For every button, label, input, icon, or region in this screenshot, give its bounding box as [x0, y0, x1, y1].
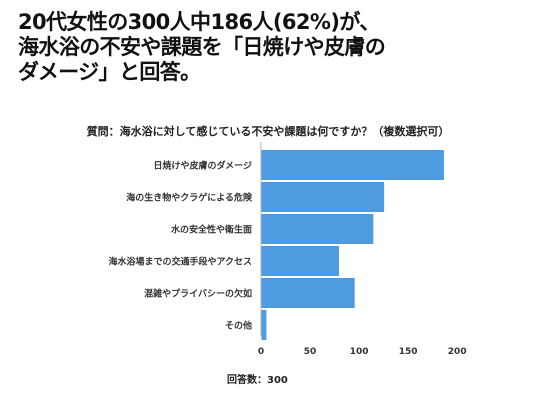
bar-4 — [261, 246, 339, 276]
category-label-5: 混雑やプライバシーの欠如 — [144, 288, 252, 300]
headline-line-3: ダメージ」と回答。 — [18, 60, 201, 84]
response-count: 回答数：300 — [227, 375, 288, 386]
bar-chart: 日焼けや皮膚のダメージ海の生き物やクラゲによる危険水の安全性や衛生面海水浴場まで… — [108, 142, 467, 357]
survey-question: 質問：海水浴に対して感じている不安や課題は何ですか？（複数選択可） — [86, 125, 450, 138]
bar-3 — [261, 214, 374, 244]
x-tick-label-100: 100 — [350, 347, 369, 357]
headline-line-2: 海水浴の不安や課題を「日焼けや皮膚の — [18, 35, 386, 59]
x-tick-label-0: 0 — [258, 347, 264, 357]
bar-2 — [261, 182, 385, 212]
headline: 20代女性の300人中186人(62%)が、 海水浴の不安や課題を「日焼けや皮膚… — [18, 10, 523, 85]
x-tick-label-150: 150 — [399, 347, 418, 357]
category-label-2: 海の生き物やクラゲによる危険 — [126, 192, 253, 204]
bar-1 — [261, 150, 444, 180]
category-label-6: その他 — [225, 320, 252, 332]
bar-5 — [261, 278, 355, 308]
headline-line-1: 20代女性の300人中186人(62%)が、 — [18, 10, 380, 34]
bar-6 — [261, 310, 267, 340]
x-tick-label-200: 200 — [448, 347, 467, 357]
category-label-1: 日焼けや皮膚のダメージ — [153, 160, 252, 172]
category-label-3: 水の安全性や衛生面 — [171, 224, 252, 236]
category-label-4: 海水浴場までの交通手段やアクセス — [108, 256, 252, 268]
x-tick-label-50: 50 — [304, 347, 317, 357]
